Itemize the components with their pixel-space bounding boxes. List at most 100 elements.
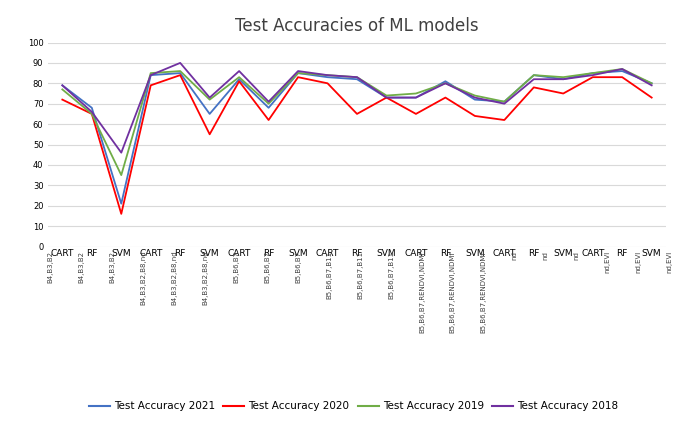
Test Accuracy 2019 (647, 81, 656, 86)
Test Accuracy 2020 (589, 75, 597, 80)
Text: B4,B3,B2,B8,nd: B4,B3,B2,B8,nd (140, 251, 146, 306)
Test Accuracy 2019 (205, 97, 214, 102)
Test Accuracy 2018 (235, 68, 243, 74)
Test Accuracy 2018 (500, 101, 509, 106)
Test Accuracy 2020 (353, 111, 361, 116)
Test Accuracy 2018 (176, 60, 184, 65)
Text: nd,EVI: nd,EVI (605, 251, 611, 273)
Test Accuracy 2019 (471, 93, 479, 98)
Text: B5,B6,B7,B11: B5,B6,B7,B11 (326, 251, 332, 299)
Test Accuracy 2019 (176, 68, 184, 74)
Test Accuracy 2019 (88, 111, 96, 116)
Test Accuracy 2020 (117, 211, 125, 216)
Text: B4,B3,B2: B4,B3,B2 (79, 251, 84, 283)
Test Accuracy 2019 (618, 66, 626, 71)
Test Accuracy 2019 (412, 91, 420, 96)
Test Accuracy 2019 (382, 93, 390, 98)
Test Accuracy 2021 (500, 99, 509, 104)
Test Accuracy 2021 (88, 105, 96, 111)
Line: Test Accuracy 2019: Test Accuracy 2019 (63, 69, 651, 175)
Test Accuracy 2019 (324, 73, 332, 78)
Test Accuracy 2020 (205, 132, 214, 137)
Legend: Test Accuracy 2021, Test Accuracy 2020, Test Accuracy 2019, Test Accuracy 2018: Test Accuracy 2021, Test Accuracy 2020, … (85, 397, 622, 416)
Test Accuracy 2019 (265, 101, 273, 106)
Test Accuracy 2018 (147, 73, 155, 78)
Test Accuracy 2020 (412, 111, 420, 116)
Test Accuracy 2021 (441, 79, 449, 84)
Test Accuracy 2020 (471, 113, 479, 119)
Test Accuracy 2021 (58, 83, 67, 88)
Test Accuracy 2019 (117, 173, 125, 178)
Test Accuracy 2019 (500, 99, 509, 104)
Test Accuracy 2018 (530, 76, 538, 82)
Text: B5,B6,B7,RENDVI,NDMf: B5,B6,B7,RENDVI,NDMf (419, 251, 425, 333)
Test Accuracy 2020 (530, 85, 538, 90)
Test Accuracy 2020 (500, 117, 509, 122)
Text: B5,B6,B7: B5,B6,B7 (233, 251, 239, 283)
Text: nd: nd (573, 251, 579, 260)
Test Accuracy 2020 (265, 117, 273, 122)
Test Accuracy 2021 (471, 97, 479, 102)
Test Accuracy 2021 (235, 76, 243, 82)
Test Accuracy 2020 (176, 73, 184, 78)
Test Accuracy 2020 (58, 97, 67, 102)
Test Accuracy 2021 (618, 68, 626, 74)
Test Accuracy 2018 (647, 83, 656, 88)
Line: Test Accuracy 2018: Test Accuracy 2018 (63, 63, 651, 153)
Test Accuracy 2021 (324, 75, 332, 80)
Test Accuracy 2021 (294, 71, 302, 76)
Line: Test Accuracy 2020: Test Accuracy 2020 (63, 75, 651, 214)
Test Accuracy 2018 (471, 95, 479, 100)
Text: nd,EVI: nd,EVI (635, 251, 641, 273)
Test Accuracy 2018 (117, 150, 125, 155)
Test Accuracy 2018 (88, 109, 96, 114)
Test Accuracy 2018 (441, 81, 449, 86)
Test Accuracy 2019 (353, 75, 361, 80)
Title: Test Accuracies of ML models: Test Accuracies of ML models (235, 17, 479, 35)
Test Accuracy 2021 (559, 76, 567, 82)
Text: B4,B3,B2: B4,B3,B2 (109, 251, 116, 283)
Test Accuracy 2021 (382, 95, 390, 100)
Test Accuracy 2019 (589, 71, 597, 76)
Test Accuracy 2020 (441, 95, 449, 100)
Test Accuracy 2018 (382, 95, 390, 100)
Test Accuracy 2019 (294, 71, 302, 76)
Test Accuracy 2018 (205, 95, 214, 100)
Test Accuracy 2020 (647, 95, 656, 100)
Test Accuracy 2021 (265, 105, 273, 111)
Test Accuracy 2020 (88, 111, 96, 116)
Test Accuracy 2019 (441, 81, 449, 86)
Test Accuracy 2020 (382, 95, 390, 100)
Test Accuracy 2018 (618, 66, 626, 71)
Test Accuracy 2021 (412, 95, 420, 100)
Test Accuracy 2019 (530, 73, 538, 78)
Test Accuracy 2018 (294, 68, 302, 74)
Test Accuracy 2020 (294, 75, 302, 80)
Text: B5,B6,B7: B5,B6,B7 (295, 251, 301, 283)
Test Accuracy 2018 (265, 99, 273, 104)
Test Accuracy 2019 (559, 75, 567, 80)
Test Accuracy 2019 (147, 71, 155, 76)
Text: B4,B3,B2: B4,B3,B2 (48, 251, 54, 283)
Test Accuracy 2018 (58, 83, 67, 88)
Test Accuracy 2021 (647, 81, 656, 86)
Text: nd: nd (543, 251, 549, 260)
Text: B4,B3,B2,B8,nd: B4,B3,B2,B8,nd (171, 251, 177, 306)
Test Accuracy 2018 (353, 75, 361, 80)
Test Accuracy 2019 (58, 87, 67, 92)
Test Accuracy 2020 (147, 83, 155, 88)
Text: B5,B6,B7,B11: B5,B6,B7,B11 (388, 251, 394, 299)
Test Accuracy 2021 (589, 71, 597, 76)
Test Accuracy 2021 (530, 73, 538, 78)
Test Accuracy 2018 (412, 95, 420, 100)
Text: nd,EVI: nd,EVI (666, 251, 673, 273)
Test Accuracy 2020 (235, 79, 243, 84)
Text: B5,B6,B7: B5,B6,B7 (264, 251, 270, 283)
Line: Test Accuracy 2021: Test Accuracy 2021 (63, 71, 651, 204)
Test Accuracy 2020 (618, 75, 626, 80)
Test Accuracy 2020 (559, 91, 567, 96)
Test Accuracy 2018 (589, 73, 597, 78)
Test Accuracy 2019 (235, 75, 243, 80)
Test Accuracy 2021 (353, 76, 361, 82)
Test Accuracy 2021 (176, 71, 184, 76)
